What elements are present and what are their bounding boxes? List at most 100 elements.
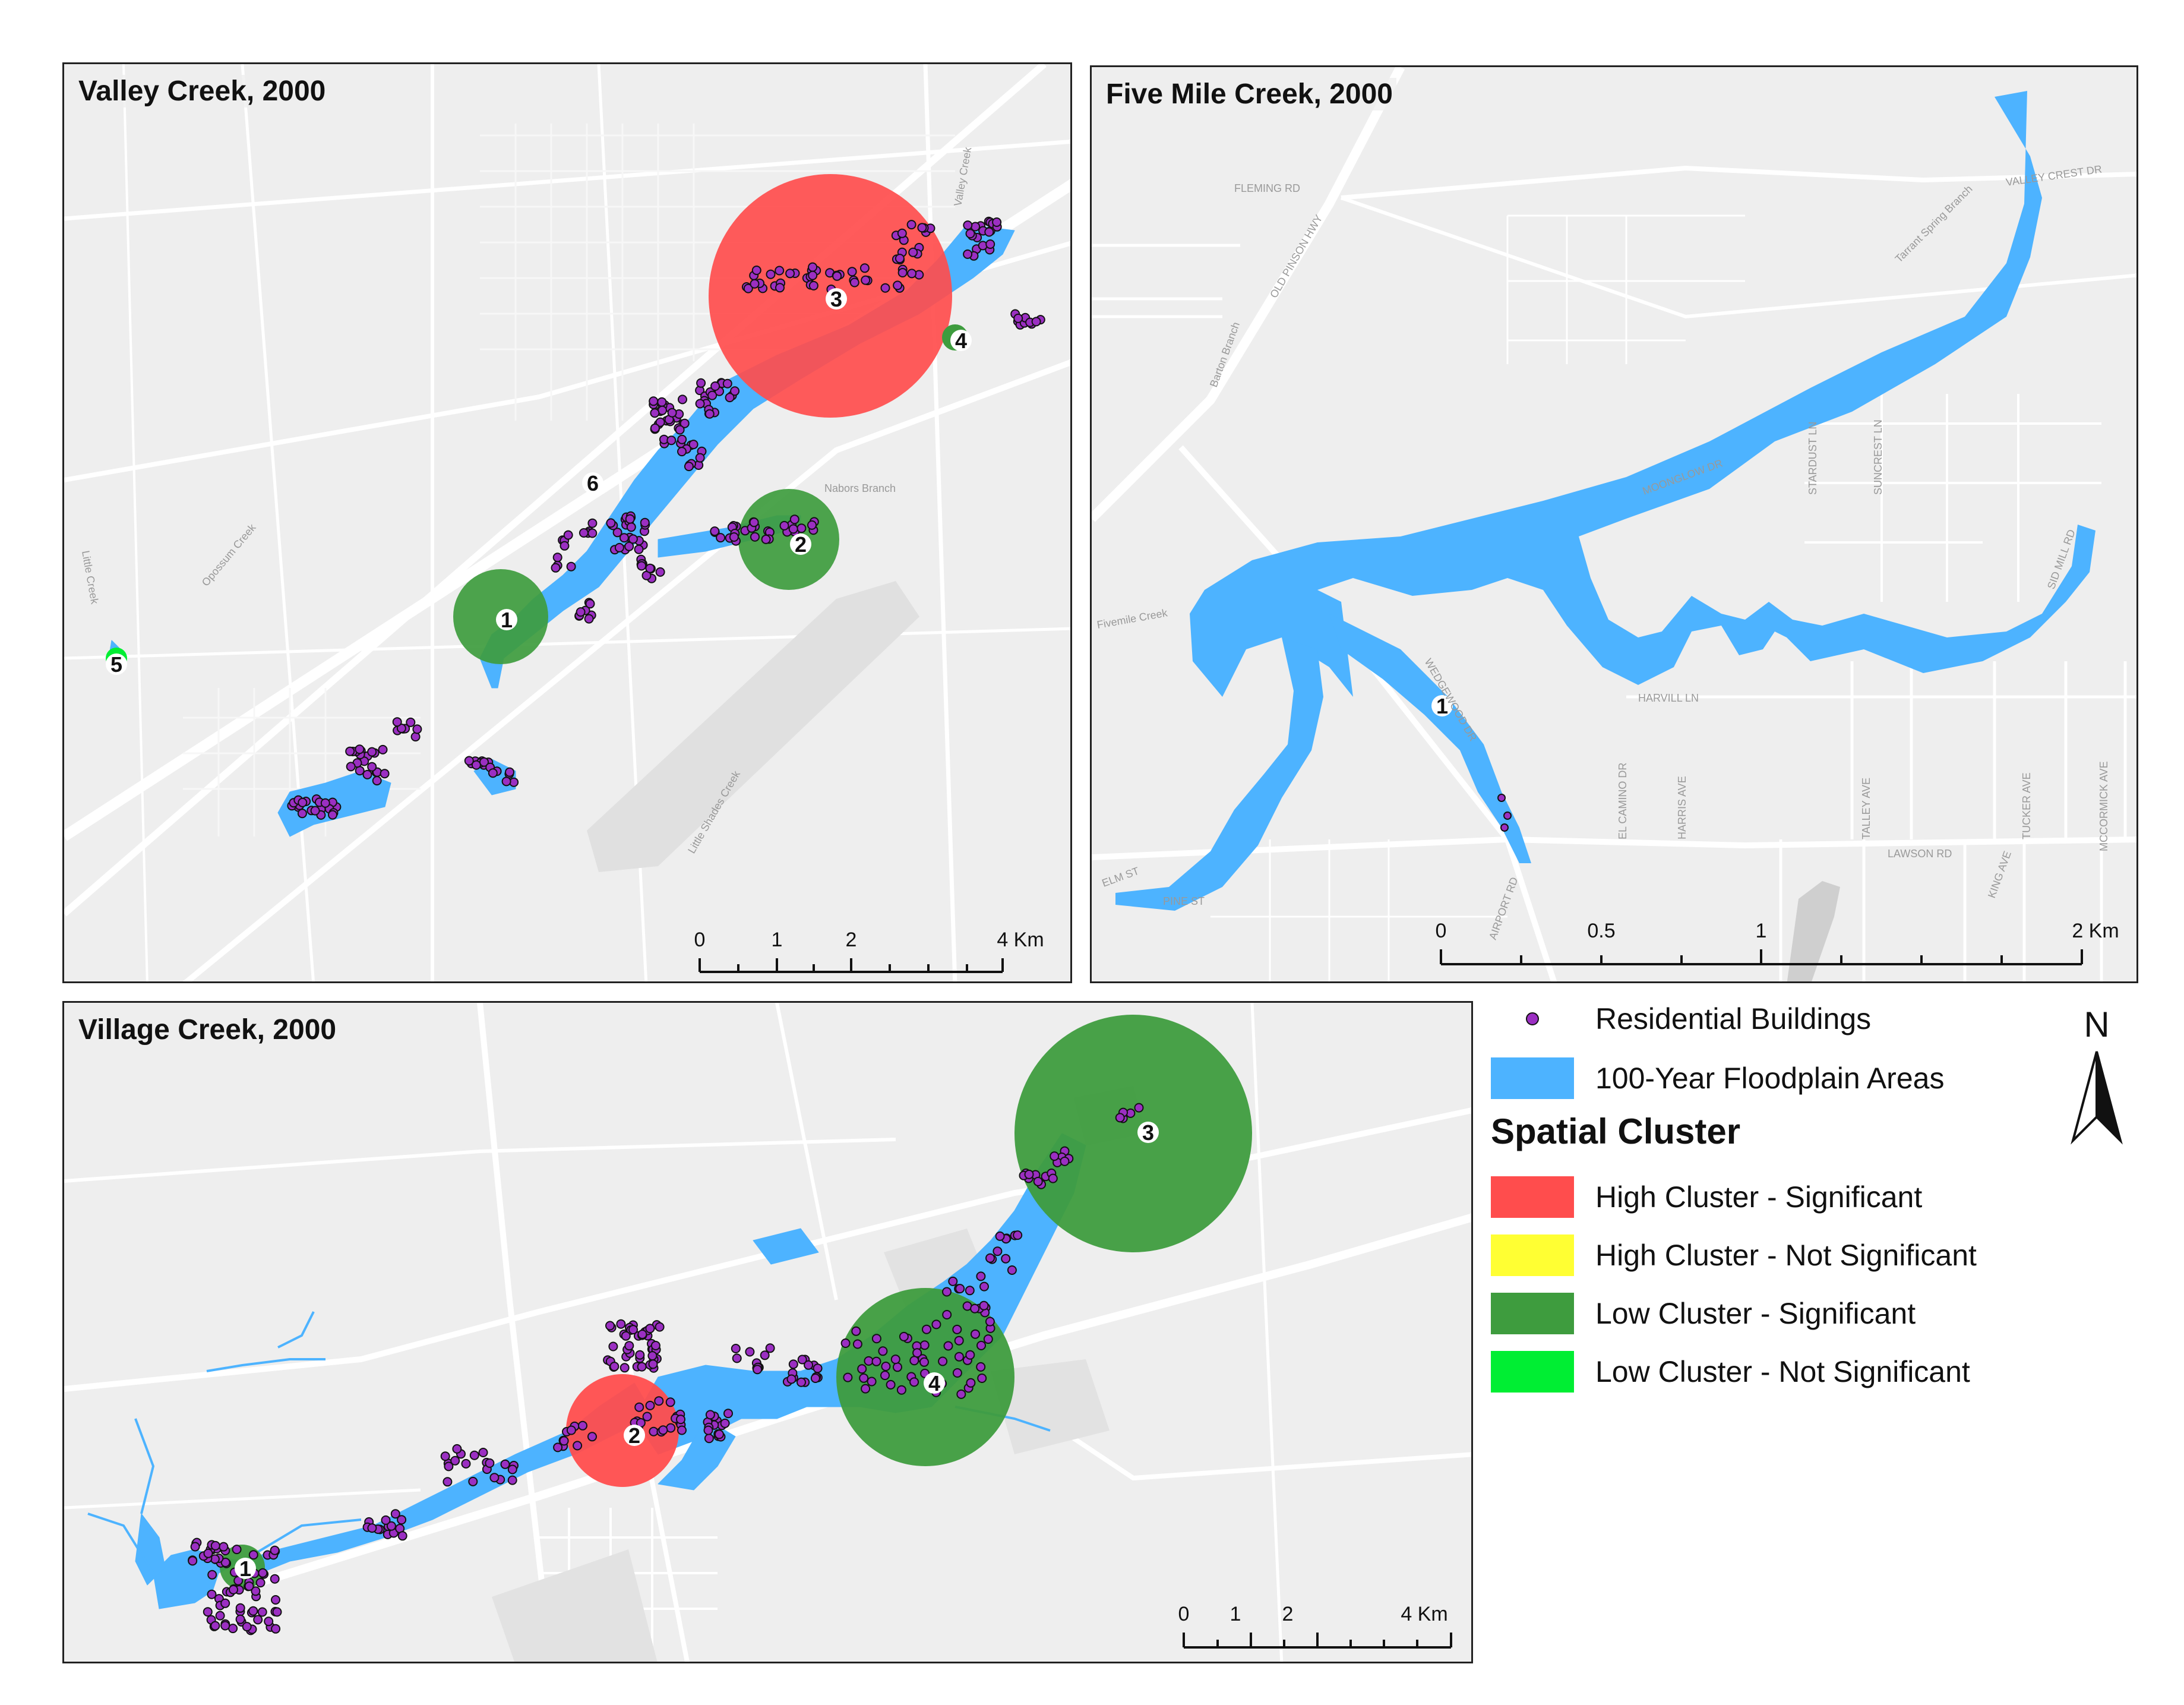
building-dot [390, 1509, 400, 1519]
building-dot [677, 447, 687, 457]
street-label: HARRIS AVE [1676, 776, 1688, 839]
building-dot [298, 797, 308, 807]
building-dot [849, 277, 859, 288]
building-dot [386, 1521, 396, 1531]
building-dot [210, 1540, 220, 1551]
basemap-roads [64, 64, 1070, 981]
scale-tick-0: 0 [694, 929, 706, 951]
building-dot [704, 409, 715, 419]
building-dot [859, 263, 870, 273]
cluster-labels: 1 [1431, 694, 1453, 718]
building-dot [789, 514, 799, 525]
building-dot [244, 1581, 254, 1591]
building-dot [203, 1607, 213, 1617]
building-dot [943, 1341, 953, 1351]
building-dot [478, 1448, 488, 1457]
map-panel-valley-creek: 3 2 1 4 5 6 Valley Creek Opossum Creek L… [62, 62, 1072, 983]
building-dot [963, 220, 973, 231]
building-dot [628, 1325, 638, 1335]
building-dot [452, 1444, 462, 1454]
building-dot [761, 534, 771, 544]
cluster-label-3: 3 [1142, 1120, 1154, 1145]
building-dot [760, 1350, 770, 1360]
building-dot [895, 254, 905, 264]
building-dot-icon [1491, 998, 1574, 1040]
building-dot [731, 1344, 741, 1353]
building-dot [649, 1426, 659, 1436]
building-dot [909, 1356, 919, 1366]
building-dot [716, 533, 726, 543]
building-dot [500, 1459, 510, 1469]
building-dot [270, 1545, 280, 1555]
building-dot [952, 1368, 962, 1378]
building-dot [645, 1400, 655, 1410]
building-dot [647, 1351, 658, 1361]
map-legend: Residential Buildings 100-Year Floodplai… [1491, 998, 2025, 1450]
building-dot [637, 561, 647, 571]
building-dot [977, 1374, 987, 1383]
north-arrow-icon: N [2071, 1005, 2123, 1145]
legend-title: Spatial Cluster [1491, 1112, 1741, 1151]
street-label: TALLEY AVE [1860, 778, 1872, 839]
building-dot [505, 767, 514, 777]
building-dot [985, 239, 995, 249]
building-dot [912, 1348, 922, 1358]
building-dot [614, 542, 624, 552]
building-dot [893, 280, 903, 291]
legend-label-low-notsig: Low Cluster - Not Significant [1595, 1355, 1970, 1388]
building-dot [1134, 1103, 1144, 1113]
building-dot [397, 1531, 407, 1541]
map-panel-village-creek: 3 4 2 1 0 1 2 4 Km Village Creek, 2000 [62, 1001, 1473, 1663]
building-dot [897, 228, 907, 238]
map-panel-five-mile-creek: 1 FLEMING RD OLD PINSON HWY Barton Branc… [1090, 65, 2138, 983]
building-dot [619, 533, 629, 543]
building-dot [703, 1425, 713, 1435]
building-dot [976, 1271, 986, 1281]
building-dot [257, 1607, 267, 1617]
building-dot [397, 1515, 407, 1525]
building-dot [852, 1339, 862, 1349]
building-dot [786, 1374, 797, 1384]
building-dot [355, 744, 365, 754]
building-dot [469, 1450, 479, 1460]
valley-map-canvas: 3 2 1 4 5 6 Valley Creek Opossum Creek L… [64, 64, 1070, 981]
building-dot [775, 283, 785, 293]
scale-tick-3: 4 Km [1401, 1603, 1447, 1625]
legend-label-floodplain: 100-Year Floodplain Areas [1595, 1062, 1945, 1095]
cluster-labels: 3 2 1 4 5 6 [106, 287, 972, 677]
building-dot [956, 1389, 966, 1399]
building-dot [720, 1418, 730, 1428]
building-dot [220, 1621, 230, 1631]
building-dot [450, 1455, 460, 1466]
legend-row-floodplain: 100-Year Floodplain Areas [1491, 1057, 1944, 1099]
building-dot [258, 1568, 268, 1578]
building-dot [909, 1377, 919, 1387]
cluster-circle-2 [738, 489, 839, 590]
building-dot [507, 1475, 517, 1485]
street-label: VALLEY CREST DR [2005, 163, 2103, 188]
cluster-label-1: 1 [501, 608, 513, 632]
building-dot [954, 1352, 964, 1362]
residential-buildings [1497, 794, 1512, 832]
building-dot [650, 1341, 660, 1350]
building-dot [220, 1598, 230, 1608]
building-dot [1007, 1265, 1017, 1275]
village-map-canvas: 3 4 2 1 0 1 2 4 Km [64, 1003, 1471, 1662]
street-label: AIRPORT RD [1487, 876, 1521, 942]
building-dot [563, 530, 573, 540]
building-dot [608, 1341, 618, 1352]
scale-bar: 0 1 2 4 Km [1178, 1603, 1452, 1649]
street-label: FLEMING RD [1234, 182, 1300, 194]
street-label: HARVILL LN [1638, 692, 1699, 704]
building-dot [677, 1425, 687, 1435]
building-dot [992, 217, 1002, 227]
building-dot [896, 1385, 906, 1395]
building-dot [579, 528, 589, 538]
building-dot [688, 440, 698, 450]
building-dot [678, 394, 687, 405]
legend-row-buildings: Residential Buildings [1491, 998, 1871, 1040]
building-dot [897, 268, 908, 277]
building-dot [228, 1624, 238, 1634]
building-dot [645, 1324, 655, 1334]
building-dot [488, 768, 498, 778]
